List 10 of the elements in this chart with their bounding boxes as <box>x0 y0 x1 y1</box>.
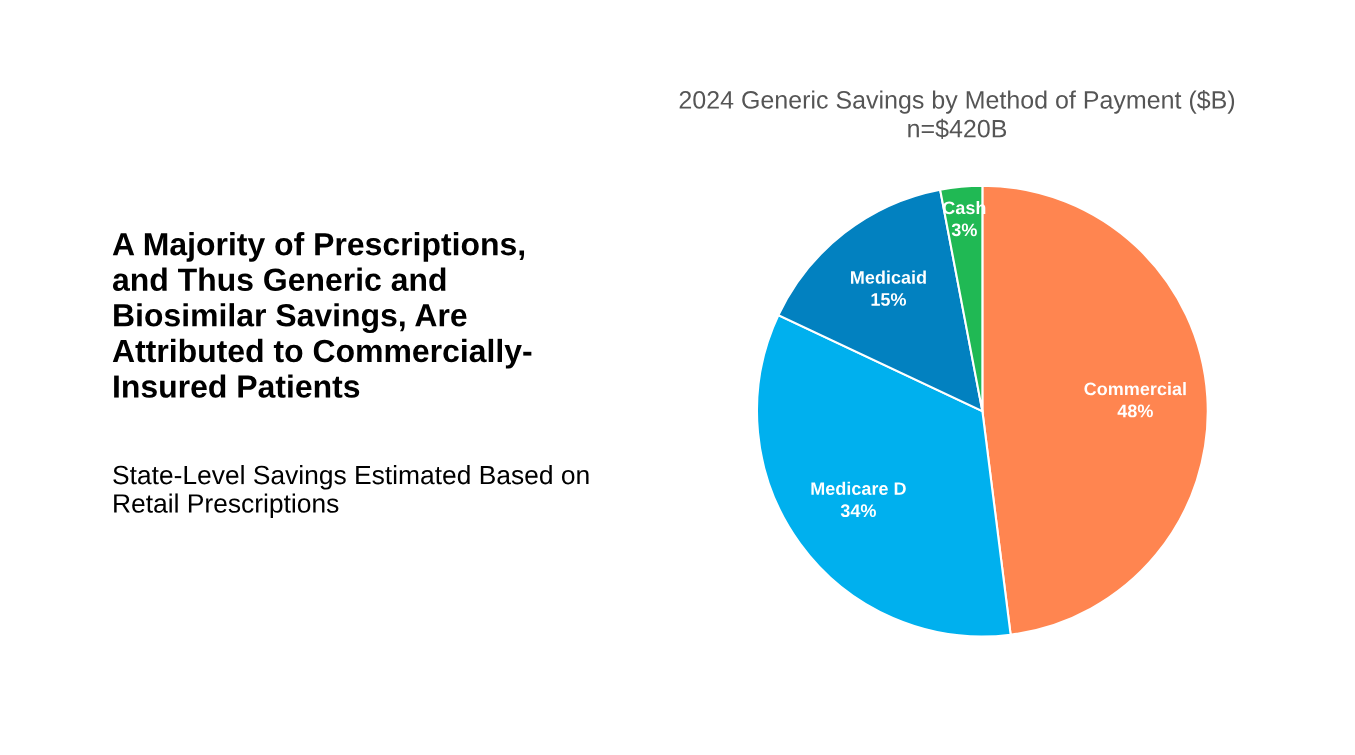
data-label: 34% <box>840 504 876 518</box>
text: 2024 Generic Savings by Method of Payment ($B) n=$420B <box>679 90 1235 139</box>
slice-label: Medicare D <box>811 481 906 495</box>
slice-label: Commercial <box>1084 382 1186 396</box>
text: State-Level Savings Estimated Based on Retail Prescriptions <box>113 465 589 519</box>
text: A Majority of Prescriptions, and Thus Generic and Biosimilar Savings, Are Attributed to Commercially- Insured Patients <box>112 232 532 398</box>
slice-label: Medicaid <box>851 270 926 284</box>
data-label: 15% <box>871 293 907 306</box>
data-label: 3% <box>951 223 977 237</box>
data-label: 48% <box>1117 404 1153 418</box>
